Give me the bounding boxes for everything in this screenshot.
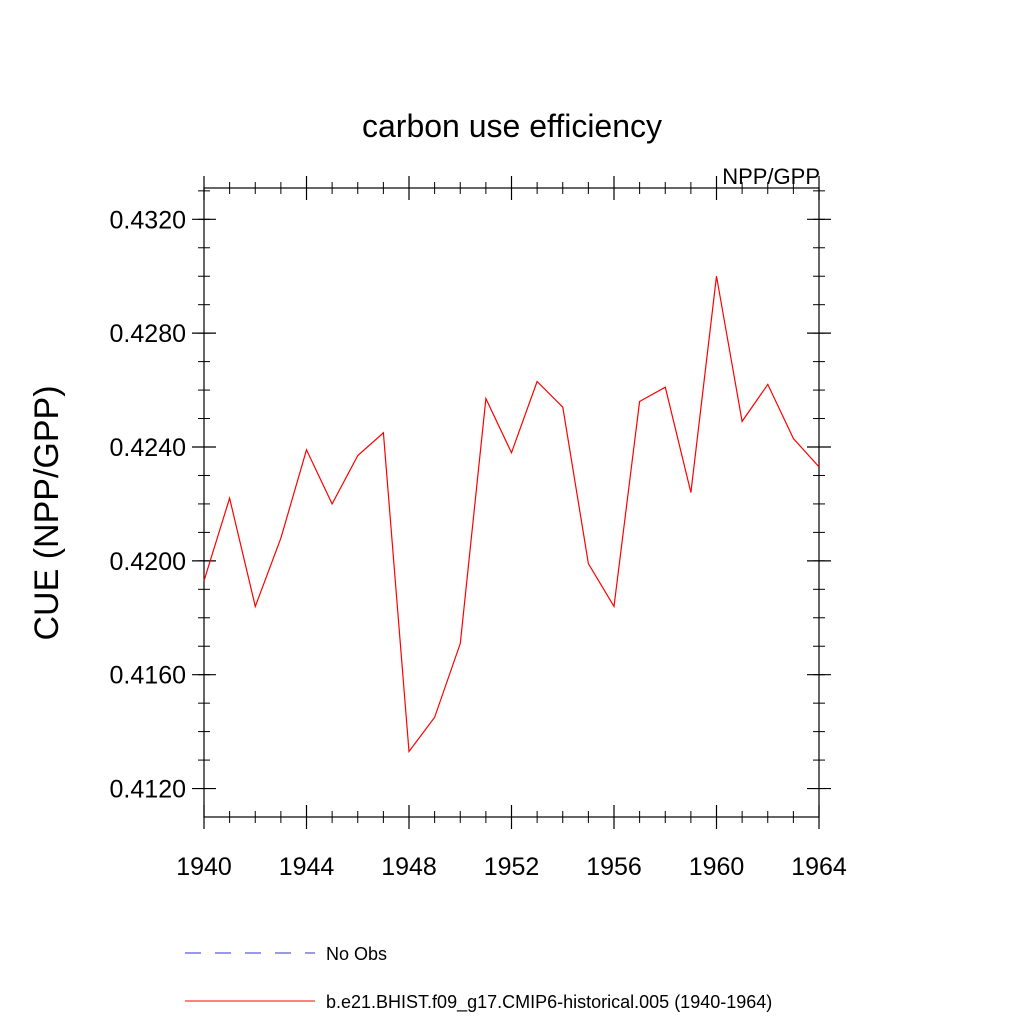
x-tick-label: 1956 — [586, 853, 642, 881]
series-line — [203, 276, 820, 754]
x-tick-label: 1964 — [791, 853, 847, 881]
y-tick-label: 0.4240 — [110, 434, 186, 462]
plot-frame — [203, 187, 820, 818]
x-tick-label: 1960 — [689, 853, 745, 881]
y-tick-label: 0.4120 — [110, 776, 186, 804]
chart-subtitle: NPP/GPP — [722, 164, 820, 189]
legend-label-no-obs: No Obs — [326, 944, 387, 964]
x-tick-label: 1944 — [279, 853, 335, 881]
x-tick-label: 1952 — [484, 853, 540, 881]
x-axis-ticks: 1940 1944 1948 1952 1956 1960 1964 — [176, 176, 847, 881]
x-minor-ticks — [203, 182, 820, 823]
chart-title: carbon use efficiency — [362, 108, 662, 144]
legend: No Obs b.e21.BHIST.f09_g17.CMIP6-histori… — [185, 944, 772, 1013]
y-tick-label: 0.4320 — [110, 206, 186, 234]
y-minor-ticks — [198, 190, 825, 790]
x-tick-label: 1940 — [176, 853, 232, 881]
y-tick-label: 0.4200 — [110, 548, 186, 576]
y-tick-label: 0.4280 — [110, 320, 186, 348]
series-group — [203, 276, 820, 754]
legend-label-historical: b.e21.BHIST.f09_g17.CMIP6-historical.005… — [326, 992, 772, 1013]
y-tick-label: 0.4160 — [110, 662, 186, 690]
y-axis-ticks: 0.4120 0.4160 0.4200 0.4240 0.4280 0.4320 — [110, 206, 831, 804]
y-axis-label: CUE (NPP/GPP) — [28, 385, 66, 640]
x-tick-label: 1948 — [381, 853, 437, 881]
